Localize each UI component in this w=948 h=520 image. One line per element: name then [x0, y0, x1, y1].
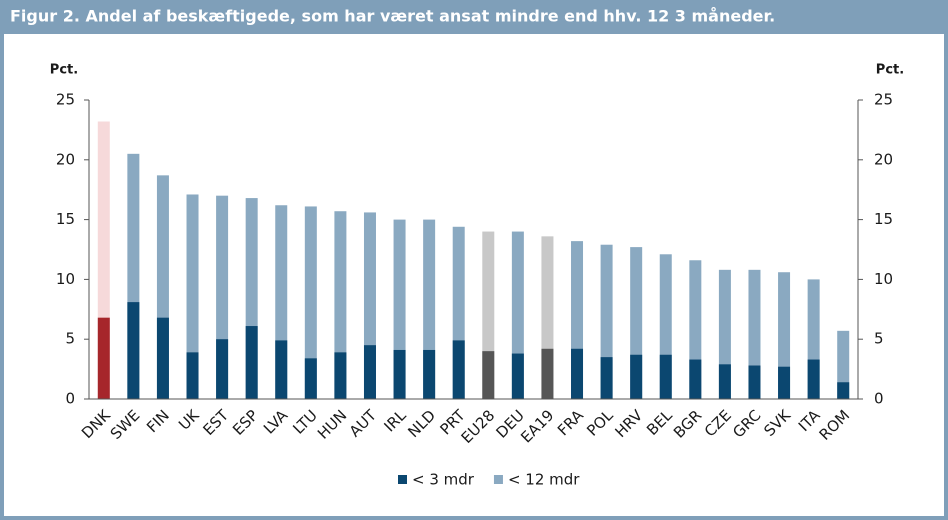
- bar: [216, 339, 229, 399]
- bar: [600, 357, 613, 399]
- y-axis-label: Pct.: [50, 63, 78, 78]
- bar: [630, 354, 643, 399]
- y-tick-label: 5: [65, 330, 75, 348]
- y2-tick-label: 20: [874, 150, 893, 168]
- bar: [423, 349, 436, 399]
- bar: [837, 382, 850, 399]
- bar: [778, 366, 791, 399]
- y-tick-label: 25: [56, 91, 75, 109]
- chart-area: [4, 34, 944, 516]
- bar: [186, 352, 199, 399]
- bar: [452, 340, 465, 399]
- bar: [363, 345, 376, 399]
- y-tick-label: 15: [56, 210, 75, 228]
- bar: [837, 330, 850, 399]
- bar: [748, 365, 761, 399]
- bar: [807, 359, 820, 399]
- bar: [659, 354, 672, 399]
- chart-title: Figur 2. Andel af beskæftigede, som har …: [10, 7, 775, 26]
- bar: [304, 206, 317, 399]
- bar: [97, 317, 110, 399]
- bar: [245, 326, 258, 399]
- bar: [275, 340, 288, 399]
- bar: [156, 317, 169, 399]
- bar: [334, 352, 347, 399]
- bar: [689, 359, 702, 399]
- bar: [511, 353, 524, 399]
- y2-tick-label: 0: [874, 390, 884, 408]
- y2-tick-label: 15: [874, 210, 893, 228]
- bar: [127, 302, 140, 399]
- y2-tick-label: 25: [874, 91, 893, 109]
- bar: [482, 351, 495, 399]
- legend-label: < 3 mdr: [412, 471, 475, 489]
- bar: [541, 348, 554, 399]
- bar: [511, 231, 524, 399]
- legend-label: < 12 mdr: [508, 471, 580, 489]
- bar: [393, 349, 406, 399]
- y2-axis-label: Pct.: [876, 63, 904, 78]
- bar: [718, 364, 731, 399]
- bar: [186, 194, 199, 399]
- legend-swatch: [398, 475, 407, 484]
- y-tick-label: 10: [56, 270, 75, 288]
- bar: [571, 348, 584, 399]
- y2-tick-label: 5: [874, 330, 884, 348]
- y-tick-label: 20: [56, 150, 75, 168]
- bar: [304, 358, 317, 399]
- y-tick-label: 0: [65, 390, 75, 408]
- y2-tick-label: 10: [874, 270, 893, 288]
- bar: [334, 211, 347, 399]
- legend-swatch: [493, 475, 503, 484]
